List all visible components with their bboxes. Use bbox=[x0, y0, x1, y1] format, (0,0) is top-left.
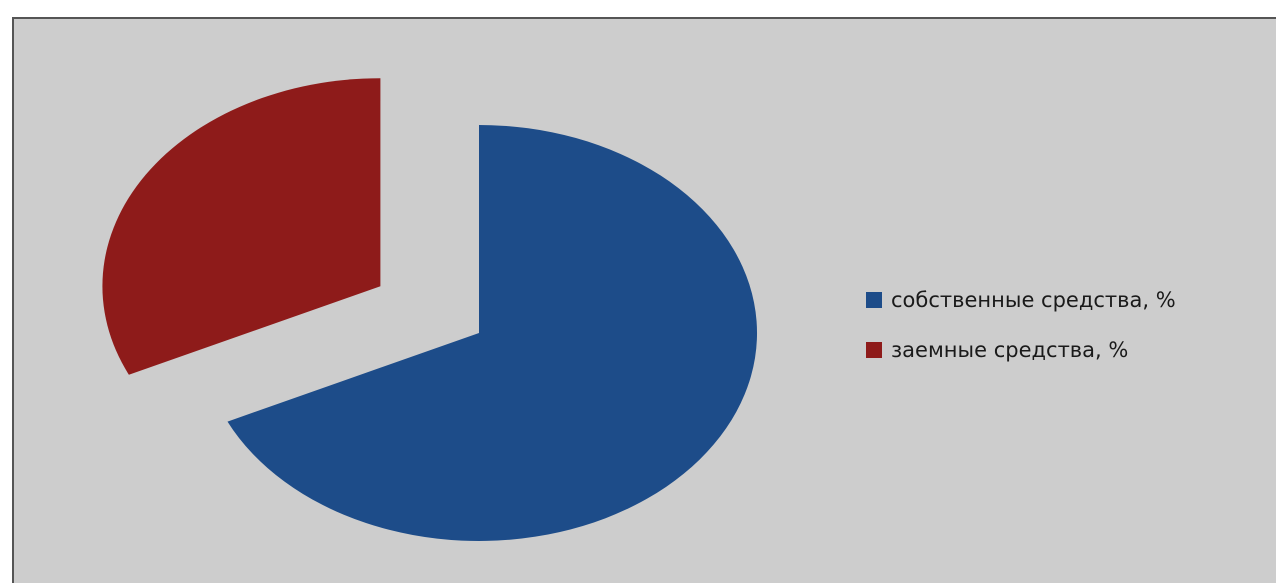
pie-slice-own-funds bbox=[227, 125, 758, 541]
legend: собственные средства, % заемные средства… bbox=[866, 285, 1176, 385]
legend-swatch-borrowed-funds bbox=[866, 342, 882, 358]
legend-item-borrowed-funds: заемные средства, % bbox=[866, 335, 1176, 365]
legend-swatch-own-funds bbox=[866, 292, 882, 308]
legend-label-own-funds: собственные средства, % bbox=[891, 288, 1176, 312]
legend-label-borrowed-funds: заемные средства, % bbox=[891, 338, 1129, 362]
legend-item-own-funds: собственные средства, % bbox=[866, 285, 1176, 315]
chart-area: собственные средства, % заемные средства… bbox=[12, 17, 1276, 583]
pie-slice-borrowed-funds bbox=[102, 78, 381, 375]
pie-chart bbox=[102, 78, 758, 541]
